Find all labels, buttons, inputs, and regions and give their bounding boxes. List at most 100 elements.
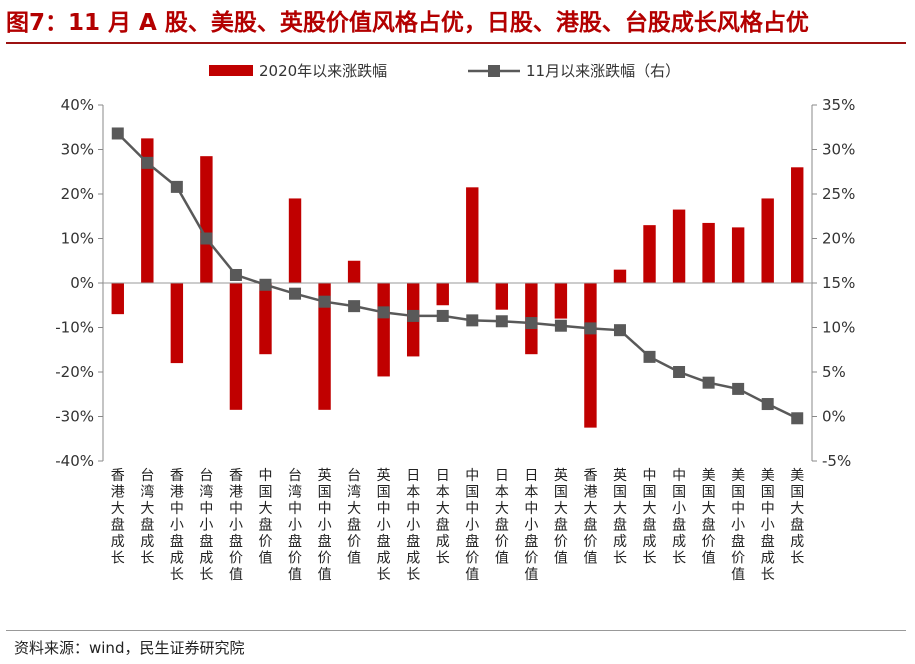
- bar: [347, 260, 361, 283]
- series-line: [116, 132, 798, 420]
- x-tick-label: 中国大盘成长: [643, 468, 657, 567]
- x-axis-labels: 香港大盘成长 台湾大盘成长 香港中小盘成长 台湾中小盘成长 香港中小盘价值 中国大盘价值 台…: [111, 467, 804, 583]
- x-tick-label: 美国大盘价值: [702, 468, 716, 567]
- bar: [702, 222, 715, 283]
- line-marker: [318, 295, 331, 308]
- left-tick-label: 40%: [61, 96, 94, 114]
- x-tick-label: 美国大盘成长: [790, 468, 804, 567]
- x-tick-label: 中国中小盘价值: [465, 468, 479, 583]
- line-marker: [702, 376, 715, 389]
- x-tick-label: 英国中小盘成长: [377, 467, 391, 583]
- bar: [170, 283, 184, 364]
- bar: [791, 167, 804, 283]
- line-marker: [259, 278, 272, 291]
- right-tick-label: 35%: [822, 96, 855, 114]
- line-marker: [673, 366, 686, 378]
- x-tick-label: 英国大盘价值: [554, 467, 568, 567]
- line-series: [111, 127, 804, 425]
- bar: [200, 156, 213, 283]
- legend-bar-swatch: [209, 65, 253, 76]
- legend-line-marker: [488, 65, 500, 77]
- line-marker: [289, 287, 302, 300]
- right-tick-label: 10%: [822, 319, 855, 337]
- line-marker: [229, 268, 242, 281]
- x-tick-label: 香港大盘价值: [583, 468, 597, 567]
- bar: [466, 187, 479, 283]
- bar: [731, 227, 745, 283]
- line-marker: [200, 232, 213, 245]
- x-tick-label: 台湾大盘成长: [140, 468, 154, 567]
- right-tick-label: 5%: [822, 363, 846, 381]
- x-tick-label: 英国中小盘价值: [318, 467, 332, 583]
- line-marker: [732, 382, 745, 395]
- x-tick-label: 日本大盘成长: [436, 468, 450, 567]
- x-tick-label: 美国中小盘成长: [761, 468, 775, 583]
- bar: [613, 269, 627, 283]
- line-marker: [436, 309, 449, 322]
- legend-bar-label: 2020年以来涨跌幅: [259, 62, 387, 80]
- x-tick-label: 中国大盘价值: [258, 468, 272, 567]
- x-tick-label: 香港中小盘成长: [170, 468, 184, 583]
- bar: [643, 225, 656, 283]
- right-tick-label: 30%: [822, 141, 855, 159]
- x-tick-label: 日本中小盘成长: [406, 468, 420, 583]
- right-tick-label: -5%: [822, 452, 851, 470]
- x-tick-label: 台湾中小盘成长: [199, 468, 213, 583]
- bar: [229, 283, 243, 410]
- line-marker: [584, 322, 597, 335]
- line-marker: [495, 315, 508, 328]
- bar: [436, 283, 449, 306]
- x-tick-label: 中国小盘成长: [672, 468, 686, 567]
- bar: [288, 198, 302, 283]
- bar: [377, 283, 390, 377]
- line-marker: [525, 317, 538, 330]
- line-marker: [377, 306, 390, 319]
- bar-line-chart: 2020年以来涨跌幅 11月以来涨跌幅（右） -40% -30% -20% -10% 0%…: [55, 62, 855, 583]
- bar: [584, 283, 597, 428]
- legend-line-label: 11月以来涨跌幅（右）: [526, 62, 680, 80]
- line-marker: [170, 180, 183, 193]
- bar: [495, 283, 509, 310]
- bar: [259, 283, 272, 355]
- x-tick-label: 台湾大盘价值: [347, 468, 361, 567]
- x-tick-label: 英国大盘成长: [613, 467, 627, 567]
- line-marker: [111, 127, 124, 140]
- bar: [141, 138, 154, 283]
- line-marker: [761, 398, 774, 411]
- right-tick-label: 0%: [822, 408, 846, 426]
- line-marker: [141, 156, 154, 169]
- bar: [554, 283, 568, 319]
- x-tick-label: 美国中小盘价值: [731, 468, 745, 583]
- x-tick-label: 香港大盘成长: [111, 468, 125, 567]
- right-tick-label: 20%: [822, 230, 855, 248]
- source-note: 资料来源：wind，民生证券研究院: [14, 639, 245, 657]
- left-tick-label: 30%: [61, 141, 94, 159]
- line-marker: [466, 314, 479, 327]
- left-tick-label: -20%: [55, 363, 94, 381]
- footer-divider: [6, 630, 906, 631]
- right-y-axis: -5% 0% 5% 10% 15% 20% 25% 30% 35%: [811, 96, 855, 470]
- line-marker: [407, 309, 420, 322]
- left-tick-label: -10%: [55, 319, 94, 337]
- right-tick-label: 15%: [822, 274, 855, 292]
- bar: [672, 209, 686, 283]
- line-marker: [554, 319, 567, 332]
- left-tick-label: 10%: [61, 230, 94, 248]
- line-marker: [791, 412, 804, 425]
- bar-series: [111, 138, 804, 428]
- x-tick-label: 日本大盘价值: [495, 468, 509, 567]
- x-tick-label: 香港中小盘价值: [229, 468, 243, 583]
- legend: 2020年以来涨跌幅 11月以来涨跌幅（右）: [209, 62, 680, 80]
- left-tick-label: -40%: [55, 452, 94, 470]
- left-y-axis: -40% -30% -20% -10% 0% 10% 20% 30% 40%: [55, 96, 104, 470]
- bar: [318, 283, 331, 410]
- x-tick-label: 台湾中小盘价值: [288, 468, 302, 583]
- left-tick-label: -30%: [55, 408, 94, 426]
- line-marker: [348, 300, 361, 313]
- left-tick-label: 0%: [70, 274, 94, 292]
- figure-title: 图7：11 月 A 股、美股、英股价值风格占优，日股、港股、台股成长风格占优: [6, 10, 809, 36]
- line-marker: [613, 324, 626, 337]
- right-tick-label: 25%: [822, 185, 855, 203]
- left-tick-label: 20%: [61, 185, 94, 203]
- title-divider: [6, 42, 906, 44]
